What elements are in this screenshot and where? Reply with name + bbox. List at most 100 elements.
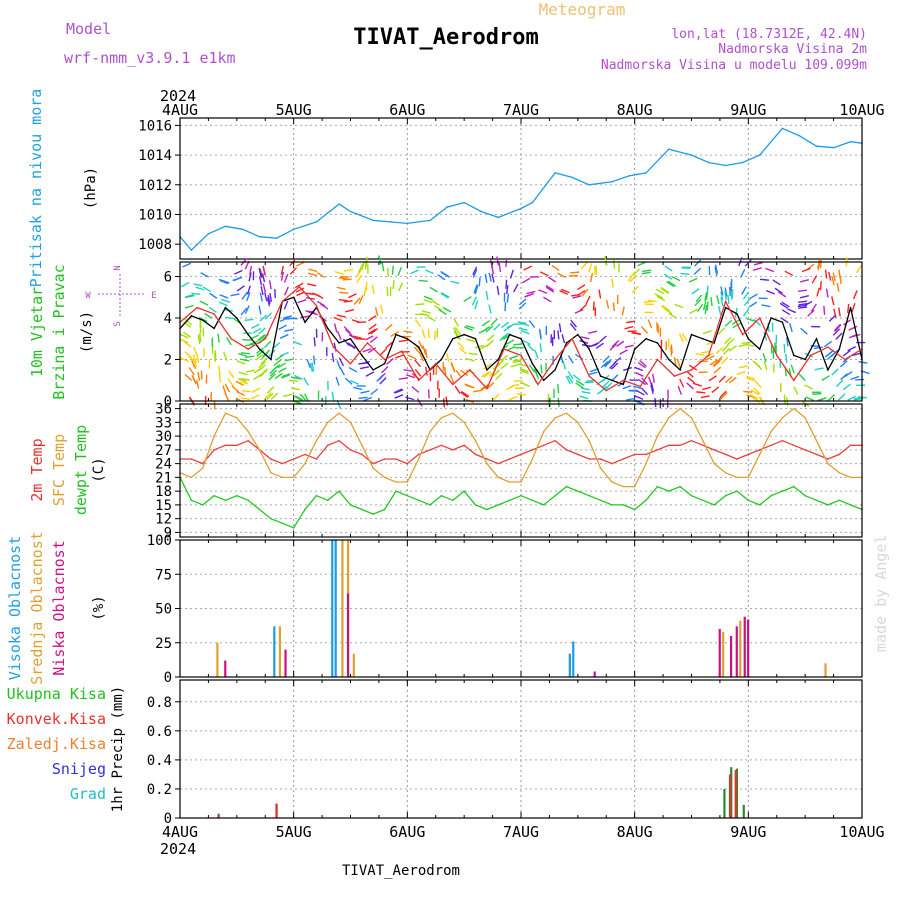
wind-vector bbox=[557, 384, 560, 394]
wind-vector bbox=[520, 322, 530, 327]
pressure-point bbox=[258, 235, 261, 238]
wind-vector bbox=[609, 343, 617, 351]
wind-vector bbox=[381, 365, 389, 374]
temperature-point bbox=[736, 458, 738, 460]
wind-vector bbox=[392, 280, 395, 290]
wind-vector bbox=[403, 330, 413, 334]
wind-vector bbox=[224, 383, 230, 393]
wind-vector bbox=[579, 395, 589, 400]
temperature-point bbox=[395, 481, 397, 483]
clouds-bar bbox=[722, 631, 725, 677]
wind-vector bbox=[236, 360, 246, 365]
wind-vector bbox=[460, 369, 469, 377]
wind-vector bbox=[347, 342, 356, 349]
wind-vector bbox=[272, 342, 281, 350]
wind-vector bbox=[344, 377, 353, 385]
wind-point bbox=[741, 333, 744, 336]
pressure-point bbox=[292, 228, 295, 231]
wind-vector bbox=[506, 323, 516, 329]
wind-vector bbox=[855, 378, 865, 381]
precip-bar bbox=[742, 804, 745, 818]
wind-vector bbox=[431, 300, 440, 307]
wind-vector bbox=[240, 358, 250, 362]
pressure-frame bbox=[179, 117, 863, 260]
wind-vector bbox=[691, 288, 700, 295]
wind-vector bbox=[200, 272, 209, 278]
pressure-point bbox=[611, 181, 613, 183]
temperature-point bbox=[577, 453, 579, 456]
wind-point bbox=[571, 337, 573, 340]
wind-vector bbox=[842, 350, 851, 357]
temperature-point bbox=[463, 444, 465, 447]
temperature-point bbox=[667, 416, 670, 419]
y-tick-label: 18 bbox=[155, 484, 172, 500]
temperature-point bbox=[326, 499, 329, 502]
temperature-point bbox=[588, 458, 590, 460]
wind-vector bbox=[473, 284, 478, 294]
wind-vector bbox=[192, 354, 198, 364]
wind-vector bbox=[612, 259, 616, 269]
temp-label: 2m Temp bbox=[28, 438, 46, 501]
wind-vector bbox=[717, 305, 722, 315]
wind-vector bbox=[193, 283, 203, 287]
wind-vector bbox=[244, 318, 254, 321]
wind-point bbox=[201, 319, 204, 321]
wind-point bbox=[452, 383, 454, 386]
wind-vector bbox=[191, 292, 201, 296]
wind-vector bbox=[450, 280, 460, 285]
wind-vector bbox=[700, 350, 710, 354]
wind-vector bbox=[381, 262, 385, 272]
wind-vector bbox=[491, 273, 495, 283]
temperature-point bbox=[497, 476, 500, 479]
wind-point bbox=[213, 327, 215, 330]
wind-vector bbox=[391, 265, 394, 275]
compass-east: E bbox=[151, 291, 156, 301]
temperature-point bbox=[611, 462, 613, 465]
temperature-point bbox=[667, 490, 670, 492]
wind-vector bbox=[855, 264, 863, 274]
wind-vector bbox=[363, 396, 373, 402]
wind-vector bbox=[222, 385, 227, 395]
wind-vector bbox=[195, 379, 200, 389]
y-tick-label: 30 bbox=[155, 429, 172, 445]
wind-vector bbox=[441, 292, 450, 298]
wind-vector bbox=[811, 275, 818, 284]
wind-point bbox=[793, 354, 795, 357]
wind-vector bbox=[785, 353, 788, 363]
wind-vector bbox=[557, 397, 560, 407]
wind-vector bbox=[378, 255, 382, 265]
wind-vector bbox=[772, 279, 781, 286]
temperature-point bbox=[190, 499, 193, 502]
wind-vector bbox=[437, 274, 446, 281]
wind-vector bbox=[539, 330, 542, 340]
wind-vector bbox=[334, 270, 344, 276]
wind-vector bbox=[454, 385, 461, 394]
wind-vector bbox=[259, 268, 263, 279]
temperature-point bbox=[679, 407, 681, 410]
wind-vector bbox=[236, 390, 246, 396]
wind-vector bbox=[495, 372, 503, 381]
temperature-point bbox=[349, 504, 352, 506]
wind-point bbox=[577, 333, 579, 336]
temperature-point bbox=[224, 444, 227, 447]
wind-point bbox=[815, 337, 818, 340]
temperature-point bbox=[599, 458, 602, 460]
pressure-point bbox=[832, 146, 835, 149]
temperature-point bbox=[747, 476, 750, 479]
wind-vector bbox=[232, 276, 242, 282]
wind-vector bbox=[418, 279, 428, 283]
wind-vector bbox=[262, 266, 266, 276]
temperature-point bbox=[326, 421, 329, 424]
y-tick-label: 15 bbox=[155, 498, 172, 514]
wind-vector bbox=[656, 295, 666, 302]
wind-vector bbox=[567, 371, 574, 380]
wind-vector bbox=[204, 312, 213, 319]
temperature-point bbox=[633, 453, 636, 456]
wind-point bbox=[326, 327, 329, 330]
wind-vector bbox=[492, 393, 500, 401]
temperature-point bbox=[793, 444, 795, 447]
wind-vector bbox=[454, 326, 462, 336]
wind-point bbox=[599, 375, 602, 377]
clouds-bar bbox=[346, 593, 350, 677]
wind-vector bbox=[449, 374, 455, 384]
